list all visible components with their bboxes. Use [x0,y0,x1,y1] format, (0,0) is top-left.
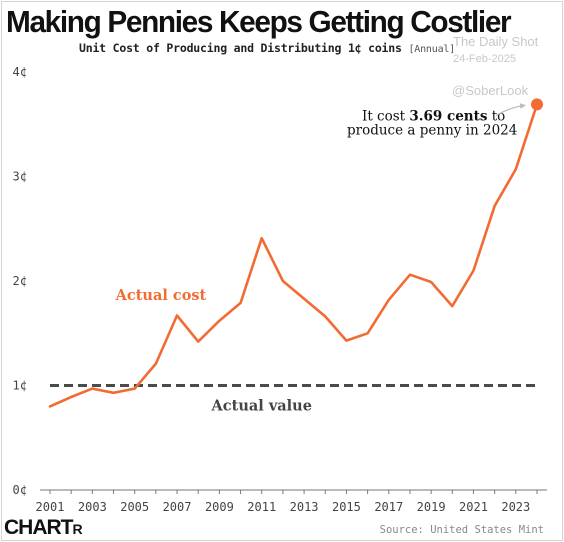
watermark-handle: @SoberLook [452,83,529,98]
x-tick-label: 2003 [78,500,107,514]
x-tick-label: 2001 [36,500,65,514]
x-tick-label: 2005 [120,500,149,514]
subtitle-text: Unit Cost of Producing and Distributing … [79,41,402,55]
logo-small-text: R [72,521,83,537]
y-tick-label: 1¢ [13,379,27,393]
source-note: Source: United States Mint [379,524,544,536]
highlight-point-2024 [531,98,543,111]
annotation-layer: It cost 3.69 cents to produce a penny in… [347,98,543,138]
y-tick-label: 4¢ [13,65,27,79]
watermark-source-name: The Daily Shot [453,34,539,49]
x-tick-label: 2019 [417,500,446,514]
x-tick-label: 2007 [163,500,192,514]
x-tick-label: 2021 [459,500,488,514]
annotation-line-2: produce a penny in 2024 [347,122,517,138]
series-layer: Actual cost [48,103,539,408]
x-tick-label: 2015 [332,500,361,514]
actual-value-label: Actual value [211,398,312,415]
y-axis: 0¢ 1¢ 2¢ 3¢ 4¢ [13,65,27,497]
chart-title: Making Pennies Keeps Getting Costlier [6,4,512,39]
y-tick-label: 2¢ [13,274,27,288]
annotation-line-1: It cost 3.69 cents to [362,108,505,124]
series-line-actual-cost [48,103,539,408]
x-tick-label: 2023 [501,500,530,514]
x-tick-label: 2009 [205,500,234,514]
x-tick-label: 2013 [290,500,319,514]
chart-subtitle: Unit Cost of Producing and Distributing … [79,41,455,55]
annotation-arrow [495,103,526,116]
annotation-text-before: It cost [362,108,406,124]
y-tick-label: 0¢ [13,483,27,497]
reference-layer: Actual value [50,384,537,415]
series-label-actual-cost: Actual cost [115,287,207,304]
subtitle-frequency-tag: [Annual] [408,44,456,55]
y-tick-label: 3¢ [13,170,27,184]
x-tick-label: 2017 [374,500,403,514]
logo-main-text: CHART [4,516,73,539]
x-axis: 2001 2003 2005 2007 2009 2011 2013 2015 2017 2019… [36,489,547,514]
watermark-date: 24-Feb-2025 [453,53,516,65]
annotation-text-bold: 3.69 cents [409,108,487,124]
chartr-logo: CHARTR [4,516,83,540]
x-tick-label: 2011 [247,500,276,514]
